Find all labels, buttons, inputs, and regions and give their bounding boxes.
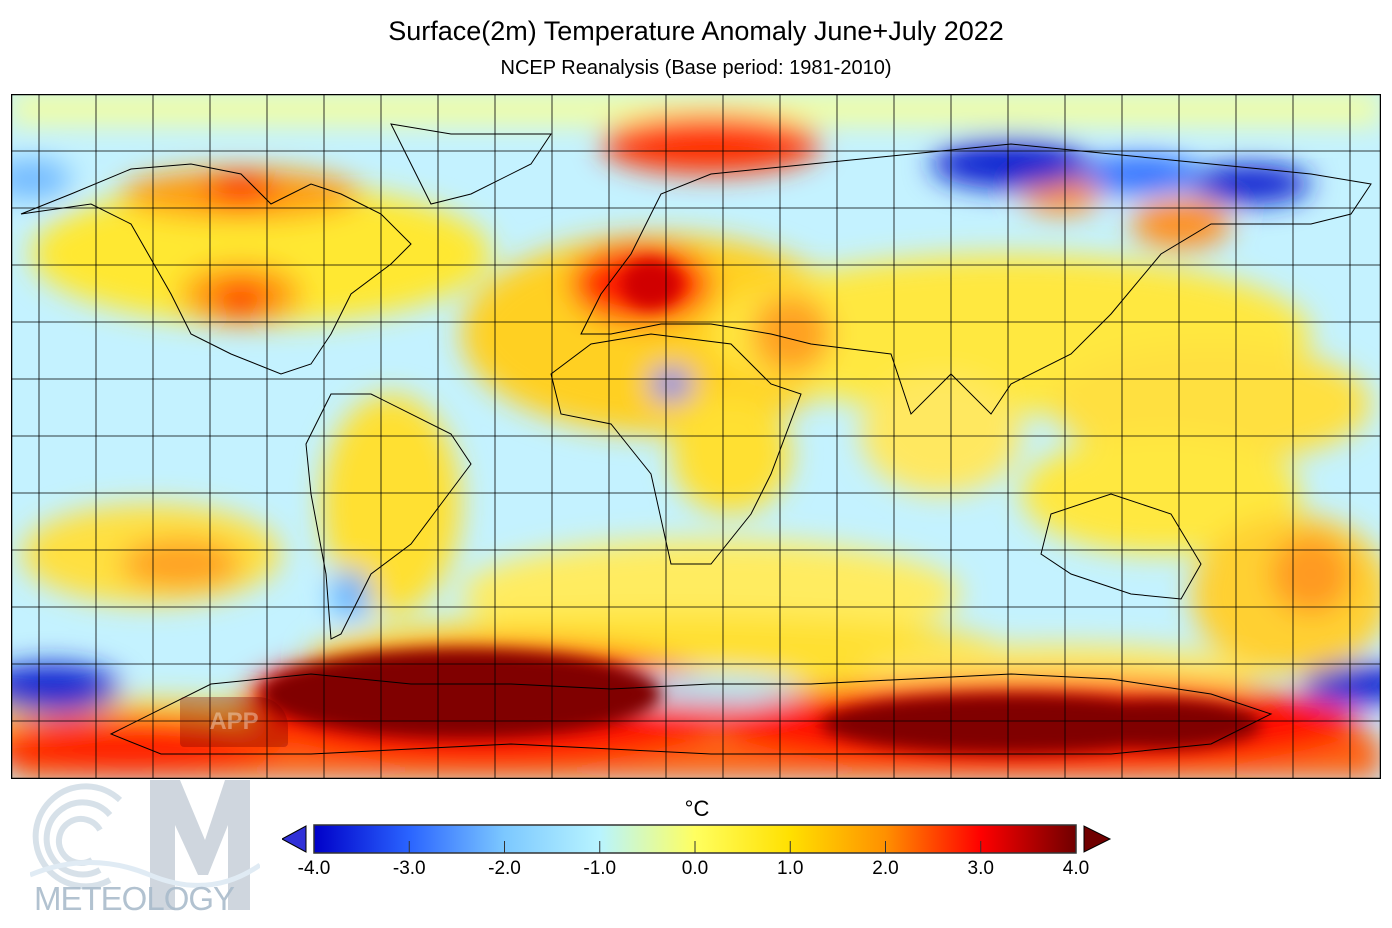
app-badge-watermark: APP	[180, 697, 288, 747]
map-subtitle: NCEP Reanalysis (Base period: 1981-2010)	[500, 57, 892, 79]
colorbar-unit: °C	[684, 796, 710, 821]
colorbar-tick-label: 2.0	[872, 858, 899, 879]
colorbar-tick-label: -1.0	[583, 858, 617, 879]
lat-lon-grid	[11, 94, 1381, 779]
colorbar-tick-label: 0.0	[681, 858, 709, 879]
temperature-anomaly-map	[11, 94, 1381, 779]
colorbar-min-arrow	[282, 825, 307, 853]
meteology-wordmark: METEOLOGY	[34, 880, 235, 917]
colorbar-tick-label: 1.0	[777, 858, 804, 879]
coastlines	[20, 123, 1372, 755]
colorbar-tick-label: 4.0	[1062, 858, 1090, 879]
anomaly-field	[11, 94, 1381, 779]
colorbar-tick-label: -2.0	[488, 858, 521, 879]
colorbar	[282, 824, 1112, 854]
colorbar-max-arrow	[1083, 825, 1112, 853]
meteology-logo	[30, 780, 260, 910]
colorbar-tick-label: 3.0	[967, 858, 994, 879]
colorbar-tick-label: -4.0	[297, 858, 331, 879]
colorbar-tick-label: -3.0	[392, 858, 426, 879]
map-frame	[11, 94, 1381, 779]
map-title: Surface(2m) Temperature Anomaly June+Jul…	[388, 16, 1004, 46]
